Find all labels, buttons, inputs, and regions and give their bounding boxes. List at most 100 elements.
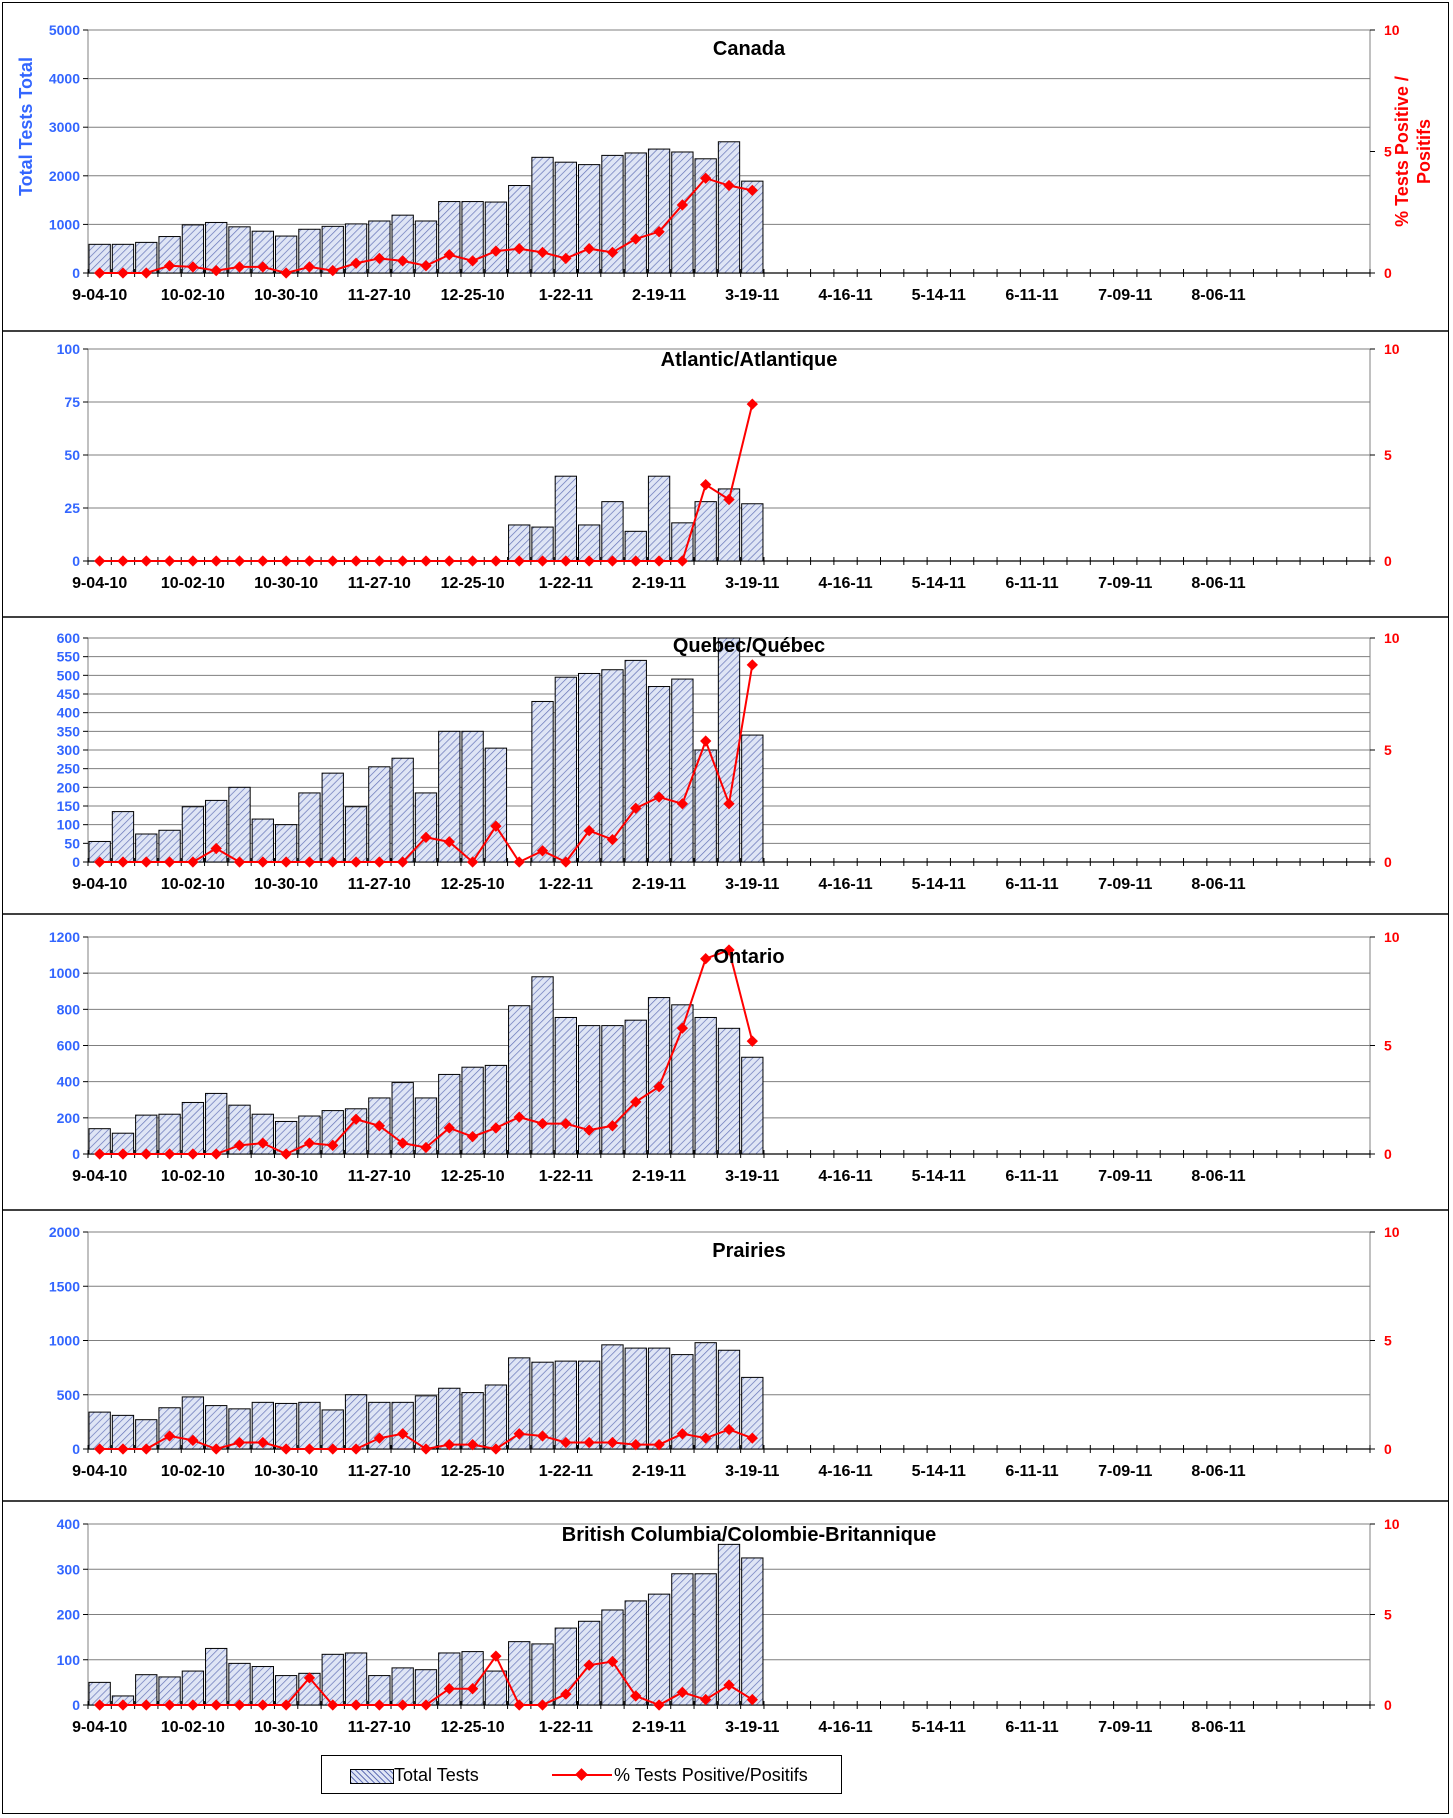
pct-positive-point: [560, 1117, 572, 1130]
x-tick-label: 1-22-11: [539, 575, 593, 592]
pct-positive-point: [327, 1139, 339, 1151]
y-tick-label: 450: [57, 686, 81, 702]
bar: [251, 818, 274, 863]
pct-positive-point: [536, 1117, 549, 1130]
y2-tick-label: 0: [1384, 265, 1392, 281]
bar: [554, 1360, 577, 1450]
pct-positive-point: [327, 1443, 339, 1455]
bar: [694, 749, 717, 863]
bar: [741, 734, 764, 863]
pct-positive-point: [373, 856, 386, 868]
pct-positive-point: [700, 1432, 712, 1444]
bar: [647, 1593, 671, 1706]
bar: [205, 799, 228, 863]
y-tick-label: 3000: [49, 119, 80, 135]
pct-positive-point: [676, 1686, 689, 1698]
x-tick-label: 10-30-10: [254, 287, 318, 304]
bar: [577, 164, 601, 274]
pct-positive-point: [536, 845, 549, 857]
bar: [321, 1409, 344, 1450]
y2-tick-label: 10: [1384, 22, 1400, 38]
bar: [671, 522, 694, 562]
pct-positive-point: [140, 1148, 152, 1160]
bar: [344, 806, 368, 863]
pct-positive-point: [210, 842, 222, 855]
pct-positive-point: [513, 1111, 525, 1123]
x-tick-label: 9-04-10: [72, 575, 127, 592]
bar: [741, 1056, 764, 1155]
y2-tick-label: 0: [1384, 854, 1392, 870]
x-tick-label: 11-27-10: [348, 287, 411, 304]
y-tick-label: 0: [72, 854, 80, 870]
pct-positive-point: [676, 798, 689, 810]
pct-positive-point: [746, 398, 758, 410]
x-tick-label: 4-16-11: [818, 1168, 872, 1185]
pct-positive-point: [723, 493, 735, 506]
chart-title: Quebec/Québec: [673, 635, 825, 657]
x-tick-label: 11-27-10: [348, 1168, 411, 1185]
bar: [298, 1401, 321, 1450]
bar: [531, 1361, 554, 1450]
y2-tick-label: 0: [1384, 553, 1392, 569]
chart-title: Prairies: [712, 1240, 785, 1262]
bar: [461, 730, 484, 863]
x-tick-label: 7-09-11: [1098, 287, 1152, 304]
y-tick-label: 800: [57, 1001, 81, 1017]
y2-tick-label: 10: [1384, 341, 1400, 357]
pct-positive-point: [163, 856, 176, 868]
pct-positive-point: [257, 261, 269, 273]
bar: [484, 201, 508, 274]
bar: [554, 1016, 577, 1155]
pct-positive-point: [397, 1699, 409, 1711]
pct-positive-point: [327, 1699, 339, 1711]
pct-positive-point: [583, 243, 595, 255]
pct-positive-point: [700, 735, 712, 747]
y-tick-label: 5000: [49, 22, 80, 38]
y-axis-title: Total Tests Total: [16, 57, 36, 196]
bar: [181, 806, 205, 863]
legend-line-label: % Tests Positive/Positifs: [614, 1765, 808, 1785]
pct-positive-point: [303, 1672, 316, 1684]
bar: [671, 151, 694, 274]
x-tick-label: 10-02-10: [161, 1168, 225, 1185]
pct-positive-point: [140, 267, 152, 279]
y-tick-label: 75: [64, 394, 80, 410]
bar: [624, 1600, 647, 1706]
bar: [601, 154, 624, 274]
x-tick-label: 11-27-10: [348, 876, 411, 893]
x-tick-label: 1-22-11: [539, 287, 593, 304]
y2-tick-label: 5: [1384, 1038, 1392, 1054]
y-tick-label: 2000: [49, 168, 80, 184]
pct-positive-point: [373, 555, 386, 567]
pct-positive-point: [327, 856, 339, 868]
bar: [438, 1652, 461, 1706]
pct-positive-point: [280, 1148, 292, 1160]
bar: [111, 811, 135, 863]
chart-panel-2: 0 25 50 75 100 0 5 10 9-04-10 10-02-10 10-30-10 11-…: [57, 341, 1400, 592]
pct-positive-point: [420, 1443, 432, 1455]
bar: [298, 228, 321, 274]
pct-positive-point: [536, 1430, 549, 1442]
pct-positive-point: [163, 1148, 176, 1160]
pct-positive-point: [536, 1699, 549, 1711]
pct-positive-point: [140, 555, 152, 567]
bar: [671, 678, 694, 863]
pct-positive-point: [676, 1428, 689, 1440]
chart-title: Ontario: [713, 946, 784, 968]
x-tick-label: 10-02-10: [161, 287, 225, 304]
pct-positive-point: [746, 659, 758, 671]
pct-positive-point: [490, 1122, 502, 1134]
x-tick-label: 3-19-11: [725, 1463, 779, 1480]
bar: [391, 1401, 414, 1450]
bar: [694, 1342, 717, 1450]
y2-tick-label: 10: [1384, 1224, 1400, 1240]
legend-marker-swatch: [575, 1768, 588, 1781]
y2-tick-label: 10: [1384, 1516, 1400, 1532]
bar: [228, 1408, 251, 1450]
pct-positive-point: [280, 555, 292, 567]
pct-positive-point: [700, 479, 712, 491]
y-tick-label: 550: [57, 649, 81, 665]
y-tick-label: 100: [57, 341, 81, 357]
y2-axis-title: % Tests Positive / Positifs: [1392, 76, 1434, 227]
